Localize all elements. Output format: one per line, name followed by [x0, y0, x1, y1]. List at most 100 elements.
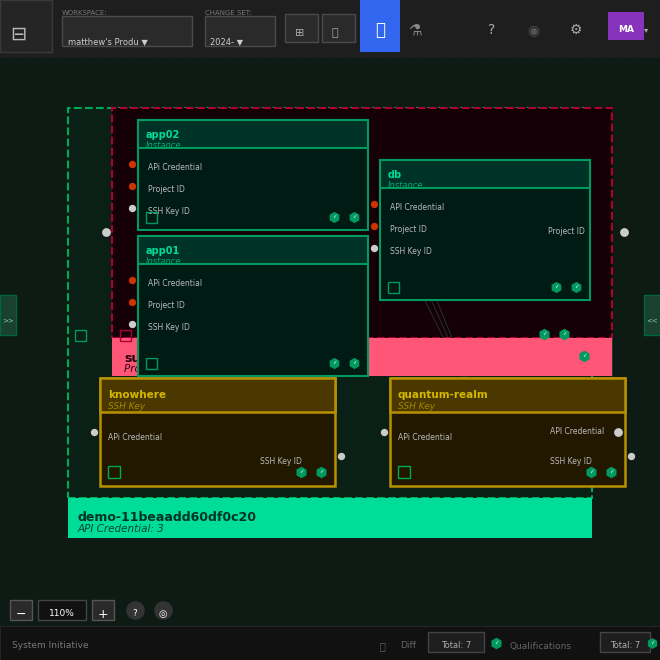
Bar — [146, 358, 157, 369]
Point — [127, 181, 137, 191]
Bar — [138, 236, 368, 376]
Text: 🗑: 🗑 — [332, 28, 339, 38]
Text: Instance: Instance — [146, 141, 182, 150]
Text: SSH Key: SSH Key — [108, 402, 145, 411]
Text: >>: >> — [2, 317, 14, 323]
Text: Project: 3: Project: 3 — [124, 364, 174, 374]
Point — [618, 227, 629, 238]
Point — [550, 282, 561, 292]
Bar — [285, 14, 318, 42]
Bar — [0, 626, 660, 660]
Point — [585, 467, 596, 477]
Text: ⊟: ⊟ — [10, 24, 26, 44]
Text: app02: app02 — [146, 130, 180, 140]
Text: ✓: ✓ — [589, 469, 593, 475]
Text: Total: 7: Total: 7 — [610, 642, 640, 651]
Point — [559, 329, 570, 339]
Text: MA: MA — [618, 26, 634, 34]
Text: Instance: Instance — [146, 257, 182, 266]
Text: API Credential: API Credential — [390, 203, 444, 213]
Text: APi Credential: APi Credential — [108, 432, 162, 442]
Text: Project ID: Project ID — [148, 302, 185, 310]
Bar — [388, 282, 399, 293]
Text: ✓: ✓ — [352, 214, 356, 220]
Text: Project ID: Project ID — [548, 228, 585, 236]
Text: matthew's Produ ▼: matthew's Produ ▼ — [68, 37, 148, 46]
Bar — [62, 16, 192, 46]
Point — [491, 638, 502, 648]
Bar — [0, 590, 660, 626]
Text: −: − — [16, 607, 26, 620]
Bar — [398, 466, 410, 478]
Text: 〜: 〜 — [380, 641, 386, 651]
Text: SSH Key: SSH Key — [398, 402, 435, 411]
Text: ✓: ✓ — [494, 640, 498, 645]
Bar — [380, 160, 590, 300]
Bar — [146, 212, 157, 223]
Text: APi Credential: APi Credential — [148, 279, 202, 288]
Point — [329, 358, 339, 368]
Bar — [138, 120, 368, 230]
Text: db: db — [388, 170, 402, 180]
Text: SSH Key ID: SSH Key ID — [148, 207, 190, 216]
Point — [606, 467, 616, 477]
Text: ?: ? — [133, 609, 137, 618]
Bar — [68, 108, 592, 498]
Text: ✓: ✓ — [542, 331, 546, 337]
Text: SSH Key ID: SSH Key ID — [390, 248, 432, 257]
Point — [130, 605, 141, 615]
Bar — [390, 378, 625, 412]
Text: app01: app01 — [146, 246, 180, 256]
Point — [127, 275, 137, 285]
Bar — [38, 600, 86, 620]
Point — [369, 220, 380, 231]
Point — [579, 350, 589, 361]
Point — [348, 212, 359, 222]
Text: demo-11beaadd60df0c20: demo-11beaadd60df0c20 — [78, 511, 257, 524]
Point — [127, 319, 137, 329]
Bar — [112, 338, 612, 376]
Text: APi Credential: APi Credential — [398, 432, 452, 442]
Bar — [92, 600, 114, 620]
Text: ⊞: ⊞ — [295, 28, 304, 38]
Bar — [100, 378, 335, 412]
Point — [158, 605, 168, 615]
Text: ✓: ✓ — [332, 360, 337, 366]
Text: <<: << — [646, 317, 658, 323]
Bar — [100, 378, 335, 486]
Text: ◎: ◎ — [159, 609, 167, 619]
Point — [88, 427, 99, 438]
Bar — [0, 0, 660, 52]
Text: sudomateo: sudomateo — [124, 352, 202, 365]
Bar — [322, 14, 355, 42]
Point — [369, 199, 380, 209]
Point — [348, 358, 359, 368]
Text: ⚗: ⚗ — [408, 22, 422, 38]
Text: API Credential: 3: API Credential: 3 — [78, 524, 165, 534]
Point — [127, 203, 137, 213]
Text: ✓: ✓ — [332, 214, 337, 220]
Bar — [380, 160, 590, 188]
Text: Total: 7: Total: 7 — [441, 642, 471, 651]
Text: knowhere: knowhere — [108, 390, 166, 400]
Bar — [428, 632, 484, 652]
Bar — [390, 378, 625, 486]
Point — [369, 243, 380, 253]
Text: Diff: Diff — [400, 642, 416, 651]
Point — [329, 212, 339, 222]
Text: SSH Key ID: SSH Key ID — [550, 457, 592, 465]
Text: ✓: ✓ — [574, 284, 578, 290]
Bar — [75, 330, 86, 341]
Bar — [360, 0, 400, 52]
Point — [315, 467, 326, 477]
Bar — [0, 626, 660, 660]
Bar — [205, 16, 275, 46]
Text: WORKSPACE:: WORKSPACE: — [62, 10, 108, 16]
Point — [127, 158, 137, 169]
Text: SSH Key ID: SSH Key ID — [148, 323, 190, 333]
Bar — [0, 590, 200, 626]
Text: CHANGE SET:: CHANGE SET: — [205, 10, 251, 16]
Text: ▾: ▾ — [644, 26, 648, 34]
Text: +: + — [98, 607, 108, 620]
Bar — [108, 466, 120, 478]
